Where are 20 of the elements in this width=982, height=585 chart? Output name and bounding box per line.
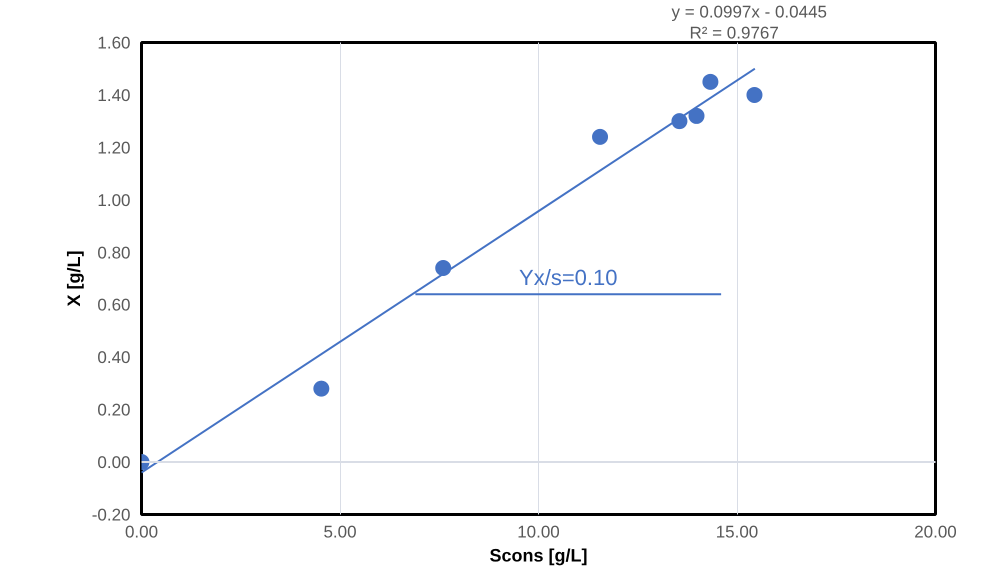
y-tick-label: 0.20 <box>97 400 131 420</box>
x-tick-label: 15.00 <box>716 522 758 542</box>
y-axis-title: X [g/L] <box>64 250 84 306</box>
text: y = 0.0997x - 0.0445 <box>672 2 827 22</box>
x-tick-label: 10.00 <box>517 522 560 542</box>
x-tick-label: 5.00 <box>323 522 357 542</box>
y-tick-label: 1.20 <box>97 138 131 158</box>
series-label: Yx/s=0.10 <box>519 265 618 290</box>
y-tick-label: 0.60 <box>97 296 131 315</box>
y-tick-label: 1.00 <box>97 190 131 210</box>
y-tick-label: -0.20 <box>92 506 130 524</box>
x-axis-title: Scons [g/L] <box>490 546 588 566</box>
annotation: R² = 0.9767 <box>690 24 779 42</box>
y-tick-label: 0.00 <box>97 453 131 472</box>
y-tick-label: 1.60 <box>97 34 131 52</box>
y-tick-label: 1.40 <box>97 86 131 105</box>
y-tick-label: 0.80 <box>97 243 131 262</box>
x-tick-label: 20.00 <box>914 522 957 542</box>
y-tick-label: 0.40 <box>97 348 131 368</box>
x-tick-label: 0.00 <box>124 522 158 542</box>
